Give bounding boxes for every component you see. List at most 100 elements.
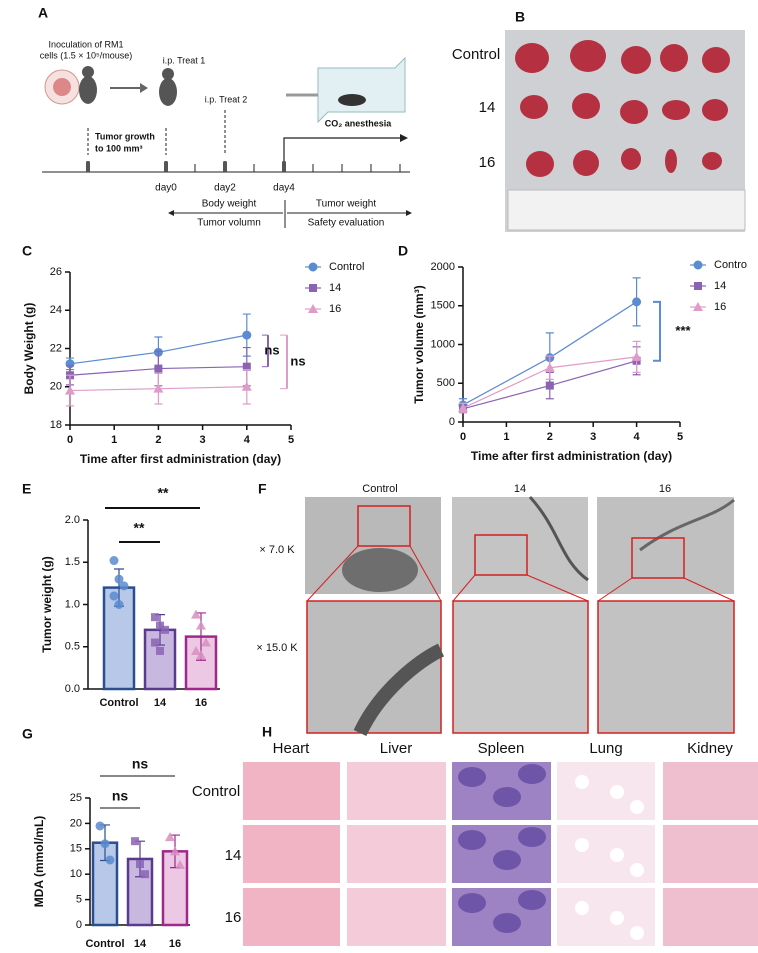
y-tick-label: 20	[50, 381, 62, 393]
annotation: ns	[290, 353, 305, 368]
panel-label: A	[38, 5, 48, 21]
y-tick-label: 5	[76, 894, 82, 906]
x-tick-label: 14	[154, 697, 167, 709]
legend-label: 14	[329, 282, 341, 294]
data-point	[544, 362, 555, 372]
column-label: 16	[659, 483, 671, 495]
data-point	[153, 383, 164, 393]
zoom-box	[357, 505, 411, 547]
legend-marker	[309, 284, 317, 292]
panel-label: F	[258, 481, 267, 497]
column-label: Kidney	[687, 740, 733, 757]
data-point	[242, 330, 252, 340]
tissue-region	[493, 787, 521, 807]
panel-label: B	[515, 9, 525, 25]
data-point	[154, 364, 163, 373]
mouse	[338, 94, 366, 106]
x-tick-label: 16	[169, 938, 181, 950]
x-tick-label: 5	[288, 434, 294, 446]
legend-label: Contro	[714, 259, 747, 271]
histology-image	[663, 825, 758, 883]
x-tick-label: Control	[85, 938, 124, 950]
timeline-ticks	[86, 161, 401, 172]
data-point	[175, 860, 185, 870]
tumors	[515, 40, 730, 177]
chamber	[317, 56, 406, 124]
y-tick-label: 1000	[431, 338, 455, 350]
panel-label: E	[22, 481, 31, 497]
note: i.p. Treat 1	[163, 55, 206, 65]
mouse	[79, 76, 97, 104]
note: cells (1.5 × 10⁵/mouse)	[40, 50, 133, 60]
nucleus	[342, 548, 418, 592]
histology-image	[347, 888, 446, 946]
x-tick-label: 14	[134, 938, 147, 950]
legend-label: 16	[714, 301, 726, 313]
column-label: Spleen	[478, 740, 525, 757]
y-axis-title: Tumor volume (mm³)	[412, 285, 426, 403]
note: Tumor growth	[95, 131, 155, 141]
alveolus	[630, 926, 644, 940]
x-tick-label: 5	[677, 431, 683, 443]
tick	[282, 161, 286, 172]
membrane	[639, 498, 735, 552]
schematic	[42, 56, 412, 228]
annotation: **	[134, 520, 145, 536]
y-axis-title: Tumor weight (g)	[40, 556, 54, 652]
phase-label: Tumor volumn	[197, 218, 261, 229]
legend-marker	[308, 304, 318, 313]
annotation: **	[158, 485, 169, 501]
row-label: 16	[479, 154, 496, 171]
data-point	[114, 600, 124, 609]
x-tick-label: 3	[590, 431, 596, 443]
y-tick-label: 0	[449, 416, 455, 428]
phase-label: Safety evaluation	[308, 218, 385, 229]
alveolus	[630, 800, 644, 814]
mouse-head	[162, 68, 174, 80]
alveolus	[630, 863, 644, 877]
data-point	[95, 821, 105, 831]
data-point	[631, 351, 642, 361]
row-label: × 15.0 K	[256, 642, 298, 654]
x-tick-label: 0	[460, 431, 466, 443]
legend-label: 16	[329, 303, 341, 315]
data-point	[196, 620, 206, 630]
data-point	[151, 613, 159, 622]
tissue-region	[493, 913, 521, 933]
mouse-head	[82, 66, 94, 78]
y-tick-label: 18	[50, 419, 62, 431]
tissue-region	[518, 764, 546, 784]
arrow-head	[168, 210, 174, 216]
nucleus	[353, 643, 445, 737]
histology-image	[243, 762, 340, 820]
day-label: day0	[155, 183, 177, 194]
data-point	[458, 403, 468, 413]
x-axis-title: Time after first administration (day)	[471, 449, 672, 463]
x-tick-label: 4	[634, 431, 641, 443]
zoom-lines	[306, 545, 735, 602]
data-point	[151, 638, 159, 647]
significance-bracket	[653, 300, 661, 362]
column-label: 14	[514, 483, 526, 495]
data-point	[241, 381, 252, 391]
row-label: Control	[452, 46, 500, 63]
alveolus	[610, 785, 624, 799]
legend-marker	[308, 262, 318, 272]
x-tick-label: 16	[195, 697, 207, 709]
data-point	[170, 846, 180, 856]
histology-grid	[243, 762, 758, 946]
y-tick-label: 2000	[431, 261, 455, 273]
tem-zoom	[452, 600, 589, 734]
data-point	[191, 645, 201, 655]
day-label: day4	[273, 183, 295, 194]
y-tick-label: 22	[50, 342, 62, 354]
membrane	[528, 495, 589, 582]
arrow-head	[140, 83, 148, 93]
annotation: ns	[132, 756, 149, 772]
arrow	[283, 137, 400, 162]
panel-label: D	[398, 243, 408, 259]
y-tick-label: 1.5	[65, 556, 80, 568]
alveolus	[610, 848, 624, 862]
row-label: 16	[225, 909, 242, 926]
